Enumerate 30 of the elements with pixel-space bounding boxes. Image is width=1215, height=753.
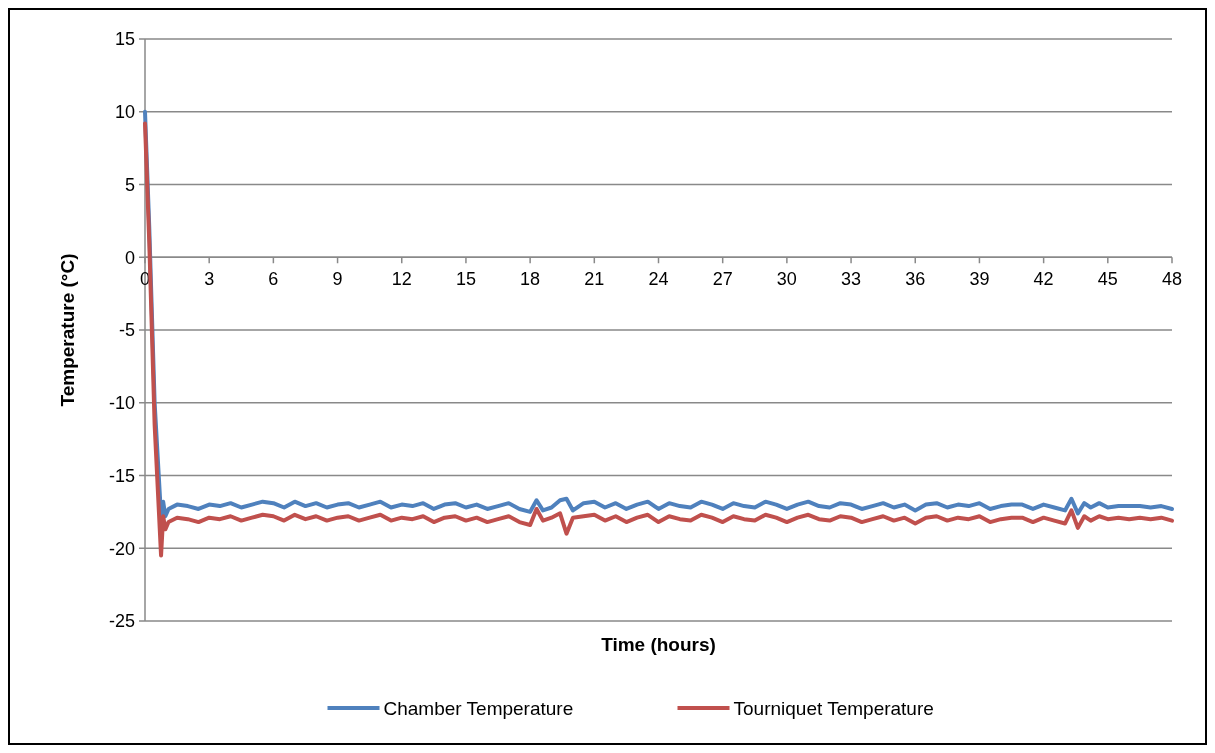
y-tick-label: -15	[108, 465, 135, 486]
x-tick-label: 27	[712, 269, 733, 290]
x-tick-label: 45	[1097, 269, 1118, 290]
x-tick-label: 15	[455, 269, 476, 290]
x-tick-label: 24	[648, 269, 669, 290]
y-tick-label: 10	[114, 102, 135, 123]
x-tick-label: 48	[1161, 269, 1183, 290]
x-tick-label: 0	[139, 269, 151, 290]
y-tick-label: -25	[108, 611, 135, 632]
y-tick-label: -5	[118, 320, 135, 341]
y-tick-label: -20	[108, 538, 135, 559]
x-tick-label: 3	[204, 269, 215, 290]
x-tick-label: 12	[391, 269, 412, 290]
y-tick-label: 5	[124, 174, 135, 195]
y-tick-label: 0	[124, 247, 135, 268]
y-axis-title: Temperature (°C)	[57, 253, 78, 407]
y-tick-label: 15	[114, 29, 135, 50]
x-axis-title: Time (hours)	[601, 634, 716, 655]
x-tick-label: 33	[841, 269, 862, 290]
legend-label: Chamber Temperature	[383, 697, 574, 719]
x-tick-label: 30	[776, 269, 797, 290]
y-tick-label: -10	[108, 393, 135, 414]
x-tick-label: 36	[905, 269, 926, 290]
x-tick-label: 18	[520, 269, 541, 290]
x-tick-label: 9	[332, 269, 343, 290]
x-tick-label: 6	[268, 269, 279, 290]
x-tick-label: 39	[969, 269, 990, 290]
x-tick-label: 42	[1033, 269, 1054, 290]
legend-label: Tourniquet Temperature	[733, 697, 934, 719]
x-tick-label: 21	[584, 269, 605, 290]
